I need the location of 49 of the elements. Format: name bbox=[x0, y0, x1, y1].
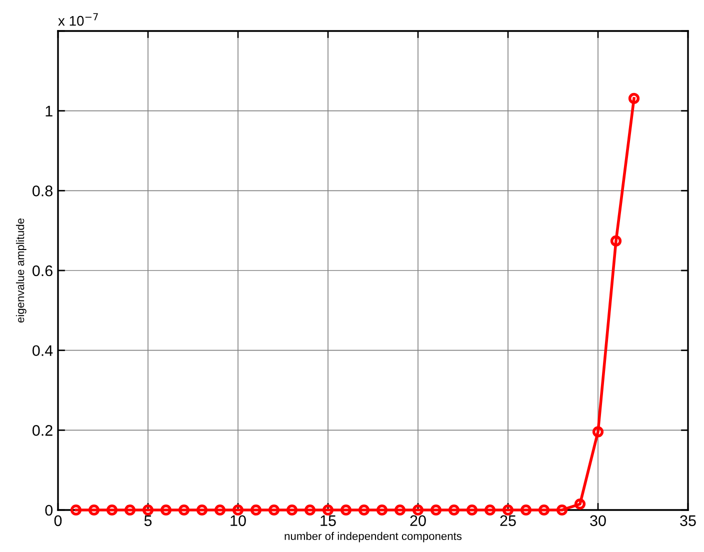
y-axis-title: eigenvalue amplitude bbox=[16, 218, 26, 323]
x-tick-label: 20 bbox=[410, 515, 426, 526]
x-tick-label: 0 bbox=[54, 515, 62, 526]
point bbox=[628, 92, 640, 104]
point bbox=[484, 504, 496, 516]
point bbox=[412, 504, 424, 516]
point bbox=[196, 504, 208, 516]
y-tick-label: 0.6 bbox=[32, 265, 52, 276]
point bbox=[430, 504, 442, 516]
text: x 10$^{−7}$ bbox=[58, 13, 98, 26]
y-tick-label: 0.4 bbox=[32, 345, 53, 356]
x-tick-label: 15 bbox=[320, 515, 336, 526]
point bbox=[592, 426, 604, 438]
point bbox=[304, 504, 316, 516]
point bbox=[520, 504, 532, 516]
point bbox=[106, 504, 118, 516]
point bbox=[160, 504, 172, 516]
y-tick-label: 0.8 bbox=[32, 186, 52, 196]
x-axis-title: number of independent components bbox=[284, 532, 462, 542]
point bbox=[286, 504, 298, 516]
point bbox=[376, 504, 388, 516]
x-tick-label: 5 bbox=[144, 515, 152, 526]
point bbox=[70, 504, 82, 516]
point bbox=[214, 504, 226, 516]
point bbox=[88, 504, 100, 516]
y-tick-label: 1 bbox=[46, 106, 52, 116]
point bbox=[142, 504, 154, 516]
point bbox=[178, 504, 190, 516]
point bbox=[574, 498, 586, 510]
point bbox=[322, 504, 334, 516]
point bbox=[466, 504, 478, 516]
point bbox=[538, 504, 550, 516]
point bbox=[268, 504, 280, 516]
point bbox=[250, 504, 262, 516]
x-tick-label: 25 bbox=[500, 515, 516, 526]
point bbox=[124, 504, 136, 516]
point bbox=[358, 504, 370, 516]
x-tick-label: 30 bbox=[590, 515, 606, 526]
point bbox=[556, 504, 568, 516]
point bbox=[340, 504, 352, 516]
x-tick-label: 35 bbox=[680, 515, 696, 526]
point bbox=[502, 504, 514, 516]
point bbox=[448, 504, 460, 516]
y-tick-label: 0 bbox=[45, 504, 53, 516]
y-tick-label: 0.2 bbox=[32, 425, 52, 436]
point bbox=[394, 504, 406, 516]
x-tick-label: 10 bbox=[230, 515, 246, 526]
point bbox=[610, 235, 622, 247]
point bbox=[232, 504, 244, 516]
